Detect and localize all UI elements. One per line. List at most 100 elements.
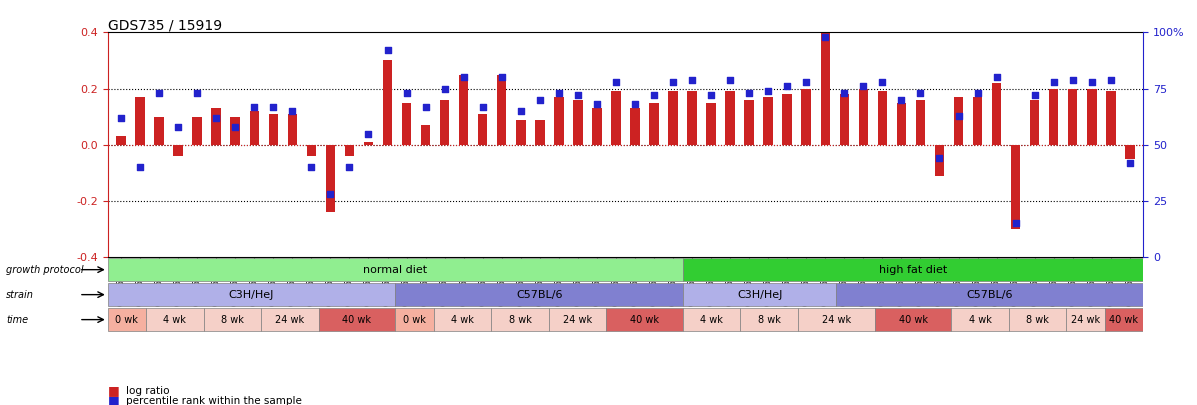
FancyBboxPatch shape <box>952 308 1009 331</box>
Bar <box>306 145 316 156</box>
Point <box>302 164 321 171</box>
FancyBboxPatch shape <box>683 284 837 306</box>
Text: time: time <box>6 315 28 325</box>
Bar <box>725 92 735 145</box>
Point <box>435 85 454 92</box>
FancyBboxPatch shape <box>1009 308 1067 331</box>
Text: 8 wk: 8 wk <box>509 315 531 325</box>
Text: ■: ■ <box>108 394 120 405</box>
Point <box>911 90 930 96</box>
Text: growth protocol: growth protocol <box>6 264 84 275</box>
Text: GDS735 / 15919: GDS735 / 15919 <box>108 18 221 32</box>
Point <box>740 90 759 96</box>
Bar <box>916 100 925 145</box>
Point <box>321 191 340 198</box>
Point <box>207 115 226 121</box>
Point <box>797 79 816 85</box>
FancyBboxPatch shape <box>108 284 395 306</box>
Bar <box>877 92 887 145</box>
Point <box>682 77 701 83</box>
Point <box>607 79 626 85</box>
Text: 40 wk: 40 wk <box>630 315 660 325</box>
FancyBboxPatch shape <box>837 284 1143 306</box>
Bar <box>630 108 639 145</box>
Bar <box>345 145 354 156</box>
Text: ■: ■ <box>108 384 120 397</box>
Point <box>473 103 492 110</box>
Bar <box>116 136 126 145</box>
Point <box>454 74 473 81</box>
FancyBboxPatch shape <box>261 308 318 331</box>
FancyBboxPatch shape <box>548 308 606 331</box>
Point <box>625 101 644 108</box>
Bar <box>935 145 944 176</box>
Bar <box>1087 89 1096 145</box>
Bar <box>458 75 468 145</box>
Bar <box>1029 100 1039 145</box>
Text: 40 wk: 40 wk <box>342 315 371 325</box>
Bar <box>573 100 583 145</box>
Text: 8 wk: 8 wk <box>1026 315 1049 325</box>
Point <box>1063 77 1082 83</box>
Bar <box>135 97 145 145</box>
Point <box>968 90 988 96</box>
Point <box>949 112 968 119</box>
Point <box>1025 92 1044 98</box>
Bar <box>193 117 202 145</box>
Point <box>853 83 873 90</box>
Bar <box>668 92 678 145</box>
Bar <box>174 145 183 156</box>
Bar <box>745 100 754 145</box>
Bar <box>154 117 164 145</box>
Bar <box>231 117 241 145</box>
FancyBboxPatch shape <box>395 308 433 331</box>
Bar <box>439 100 449 145</box>
Text: log ratio: log ratio <box>126 386 169 396</box>
Point <box>130 164 150 171</box>
Bar <box>687 92 697 145</box>
Text: 8 wk: 8 wk <box>221 315 244 325</box>
Bar <box>954 97 964 145</box>
Text: C3H/HeJ: C3H/HeJ <box>737 290 783 300</box>
Point <box>644 92 663 98</box>
Bar <box>802 89 812 145</box>
Text: C57BL/6: C57BL/6 <box>516 290 563 300</box>
FancyBboxPatch shape <box>606 308 683 331</box>
FancyBboxPatch shape <box>1067 308 1105 331</box>
FancyBboxPatch shape <box>798 308 875 331</box>
Bar <box>287 114 297 145</box>
FancyBboxPatch shape <box>491 308 548 331</box>
Bar <box>1049 89 1058 145</box>
Text: 4 wk: 4 wk <box>968 315 991 325</box>
Bar <box>820 32 830 145</box>
Point <box>226 124 245 130</box>
Text: 24 wk: 24 wk <box>822 315 851 325</box>
Bar <box>326 145 335 212</box>
Text: 4 wk: 4 wk <box>451 315 474 325</box>
Bar <box>612 92 621 145</box>
Bar <box>268 114 278 145</box>
Point <box>417 103 436 110</box>
Point <box>834 90 853 96</box>
Bar <box>764 97 773 145</box>
Bar <box>249 111 259 145</box>
FancyBboxPatch shape <box>108 308 146 331</box>
FancyBboxPatch shape <box>203 308 261 331</box>
Point <box>359 130 378 137</box>
Bar <box>535 119 545 145</box>
Point <box>588 101 607 108</box>
Point <box>511 108 530 114</box>
Bar <box>212 108 221 145</box>
Point <box>549 90 569 96</box>
Bar <box>478 114 487 145</box>
Bar <box>383 60 393 145</box>
Point <box>1082 79 1101 85</box>
Bar <box>554 97 564 145</box>
FancyBboxPatch shape <box>875 308 952 331</box>
Text: 0 wk: 0 wk <box>403 315 426 325</box>
Text: 4 wk: 4 wk <box>164 315 187 325</box>
Point <box>263 103 282 110</box>
Point <box>759 87 778 94</box>
Point <box>244 103 263 110</box>
Point <box>663 79 682 85</box>
